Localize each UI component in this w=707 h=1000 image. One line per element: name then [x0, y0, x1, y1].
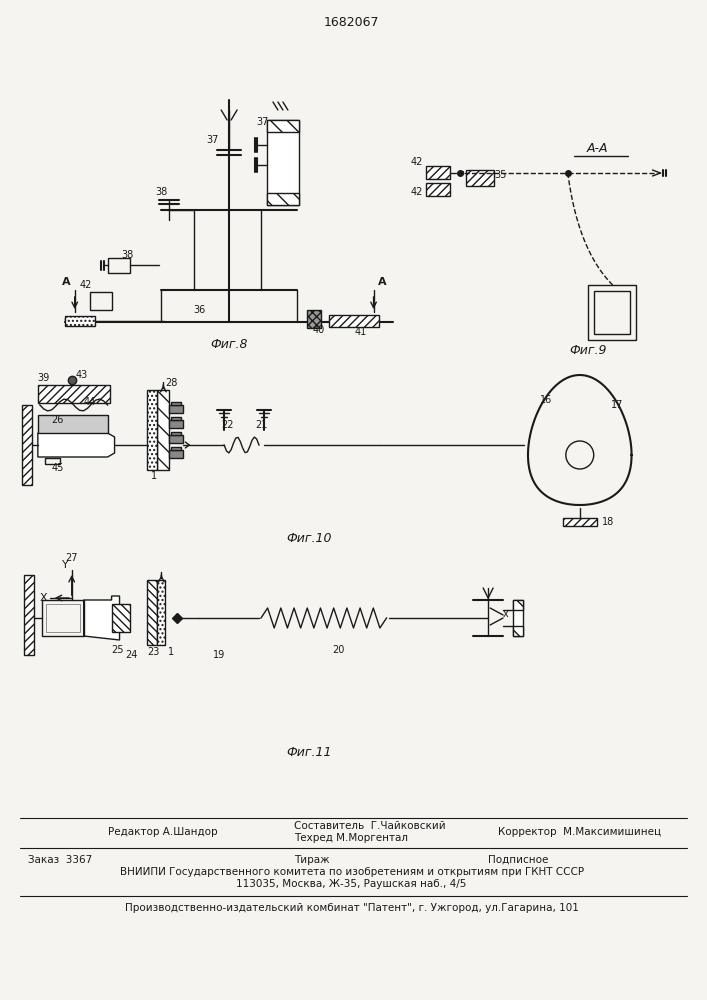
Text: 27: 27: [66, 553, 78, 563]
Text: Подписное: Подписное: [488, 855, 549, 865]
Bar: [158, 390, 170, 470]
Text: Редактор А.Шандор: Редактор А.Шандор: [107, 827, 217, 837]
Bar: [107, 258, 129, 273]
Text: 41: 41: [354, 327, 367, 337]
Text: 38: 38: [122, 250, 134, 260]
Bar: [65, 316, 95, 326]
Bar: [267, 193, 299, 205]
Text: 16: 16: [539, 395, 552, 405]
Text: 1: 1: [168, 647, 175, 657]
Text: 17: 17: [612, 400, 624, 410]
Bar: [170, 450, 183, 458]
Text: ВНИИПИ Государственного комитета по изобретениям и открытиям при ГКНТ СССР: ВНИИПИ Государственного комитета по изоб…: [119, 867, 584, 877]
Bar: [307, 310, 321, 328]
Bar: [148, 580, 158, 645]
Text: 42: 42: [410, 187, 423, 197]
Text: 36: 36: [193, 305, 205, 315]
Text: 18: 18: [602, 517, 614, 527]
Text: Заказ  3367: Заказ 3367: [28, 855, 92, 865]
Bar: [171, 447, 181, 450]
Bar: [171, 432, 181, 435]
Text: 26: 26: [52, 415, 64, 425]
Text: Составитель  Г.Чайковский: Составитель Г.Чайковский: [294, 821, 445, 831]
Text: 1: 1: [151, 471, 158, 481]
Text: Y: Y: [62, 560, 69, 570]
Bar: [170, 405, 183, 413]
Bar: [38, 415, 107, 433]
Bar: [594, 291, 630, 334]
Bar: [45, 458, 60, 464]
Text: A: A: [62, 277, 71, 287]
Text: Производственно-издательский комбинат "Патент", г. Ужгород, ул.Гагарина, 101: Производственно-издательский комбинат "П…: [124, 903, 578, 913]
Bar: [90, 292, 112, 310]
Bar: [148, 390, 158, 470]
Text: 113035, Москва, Ж-35, Раушская наб., 4/5: 113035, Москва, Ж-35, Раушская наб., 4/5: [236, 879, 467, 889]
Text: 24: 24: [125, 650, 138, 660]
Text: 45: 45: [52, 463, 64, 473]
Text: X: X: [40, 593, 47, 603]
Text: А-А: А-А: [587, 141, 609, 154]
Bar: [267, 120, 299, 132]
Text: Фиг.11: Фиг.11: [286, 746, 332, 758]
Text: 39: 39: [37, 373, 50, 383]
Bar: [170, 420, 183, 428]
Text: 37: 37: [206, 135, 218, 145]
Text: 40: 40: [312, 325, 325, 335]
Bar: [158, 580, 165, 645]
Text: 42: 42: [410, 157, 423, 167]
Text: 42: 42: [79, 280, 92, 290]
Text: Корректор  М.Максимишинец: Корректор М.Максимишинец: [498, 827, 661, 837]
Bar: [563, 518, 597, 526]
Polygon shape: [38, 433, 115, 457]
Text: 20: 20: [332, 645, 345, 655]
Text: 38: 38: [156, 187, 168, 197]
Bar: [38, 385, 110, 403]
Bar: [426, 183, 450, 196]
Text: 22: 22: [221, 420, 233, 430]
Bar: [171, 402, 181, 405]
Bar: [329, 315, 378, 327]
Bar: [267, 120, 299, 205]
Bar: [22, 405, 32, 485]
Text: 37: 37: [257, 117, 269, 127]
Text: Фиг.8: Фиг.8: [211, 338, 248, 352]
Text: 43: 43: [76, 370, 88, 380]
Bar: [171, 417, 181, 420]
Bar: [46, 604, 80, 632]
Text: Фиг.10: Фиг.10: [286, 532, 332, 544]
Polygon shape: [83, 596, 119, 640]
Text: 19: 19: [213, 650, 226, 660]
Bar: [513, 600, 523, 636]
Text: 1682067: 1682067: [324, 15, 380, 28]
Text: x: x: [503, 609, 509, 619]
Text: A: A: [378, 277, 387, 287]
Text: Техред М.Моргентал: Техред М.Моргентал: [294, 833, 408, 843]
Bar: [513, 600, 523, 610]
Bar: [24, 575, 34, 655]
Bar: [426, 166, 450, 179]
Bar: [112, 604, 129, 632]
Bar: [513, 626, 523, 636]
Text: 23: 23: [148, 647, 160, 657]
Bar: [42, 600, 83, 636]
Bar: [466, 170, 494, 186]
Text: 21: 21: [255, 420, 267, 430]
Text: 35: 35: [494, 170, 506, 180]
Text: 44: 44: [83, 397, 95, 407]
Bar: [588, 285, 636, 340]
Text: Тираж: Тираж: [294, 855, 329, 865]
Text: 28: 28: [165, 378, 177, 388]
Text: Фиг.9: Фиг.9: [569, 344, 607, 357]
Bar: [170, 435, 183, 443]
Text: 25: 25: [111, 645, 124, 655]
